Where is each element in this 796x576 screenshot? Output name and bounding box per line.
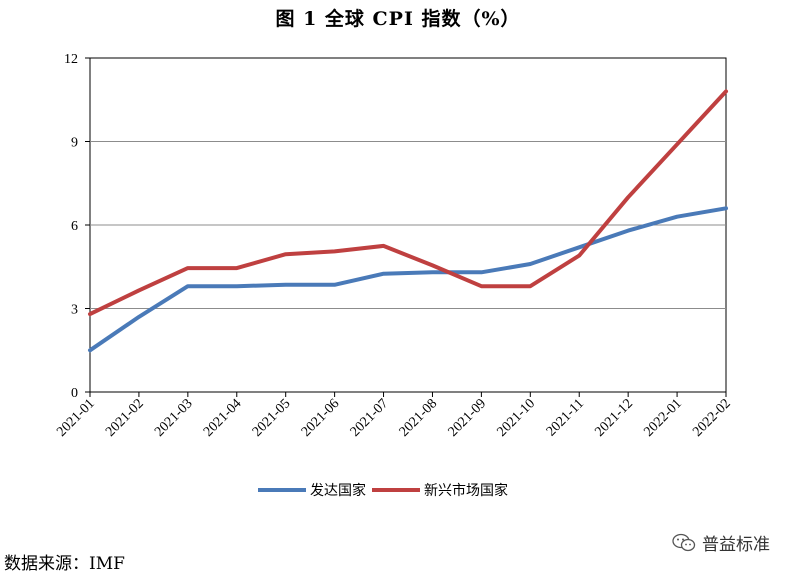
x-tick-label: 2021-05 bbox=[250, 396, 294, 440]
y-tick-label: 6 bbox=[71, 219, 78, 234]
x-tick-label: 2021-06 bbox=[299, 396, 343, 440]
y-tick-label: 9 bbox=[71, 136, 78, 151]
x-tick-label: 2021-09 bbox=[446, 396, 490, 440]
y-tick-label: 3 bbox=[71, 303, 78, 318]
x-tick-label: 2021-08 bbox=[397, 396, 441, 440]
series-line-2 bbox=[88, 89, 728, 317]
chart-title: 图 1 全球 CPI 指数（%） bbox=[275, 8, 521, 30]
y-tick-label: 12 bbox=[64, 52, 78, 67]
x-tick-label: 2021-10 bbox=[495, 396, 539, 440]
x-axis: 2021-01 2021-02 2021-03 2021-04 2021-05 2021-… bbox=[54, 392, 734, 440]
x-tick-label: 2022-01 bbox=[641, 396, 685, 440]
x-tick-label: 2021-12 bbox=[592, 396, 636, 440]
legend-label-1: 发达国家 bbox=[310, 482, 366, 499]
x-tick-label: 2021-01 bbox=[54, 396, 98, 440]
wechat-icon bbox=[672, 533, 696, 551]
x-tick-label: 2021-07 bbox=[348, 396, 392, 440]
gridlines bbox=[90, 141, 726, 309]
x-tick-label: 2021-03 bbox=[152, 396, 196, 440]
series-line-1 bbox=[88, 206, 728, 353]
x-tick-label: 2022-02 bbox=[690, 396, 734, 440]
series-lines bbox=[88, 89, 728, 353]
watermark-text: 普益标准 bbox=[702, 535, 770, 555]
y-tick-label: 0 bbox=[71, 386, 78, 401]
legend-label-2: 新兴市场国家 bbox=[424, 482, 508, 499]
x-tick-label: 2021-02 bbox=[103, 396, 147, 440]
y-axis: 0 3 6 9 12 bbox=[64, 52, 90, 401]
x-tick-label: 2021-04 bbox=[201, 396, 245, 440]
watermark: 普益标准 bbox=[672, 530, 770, 555]
x-tick-label: 2021-11 bbox=[544, 396, 587, 439]
source-note: 数据来源：IMF bbox=[4, 554, 125, 574]
legend: 发达国家 新兴市场国家 bbox=[258, 482, 508, 499]
